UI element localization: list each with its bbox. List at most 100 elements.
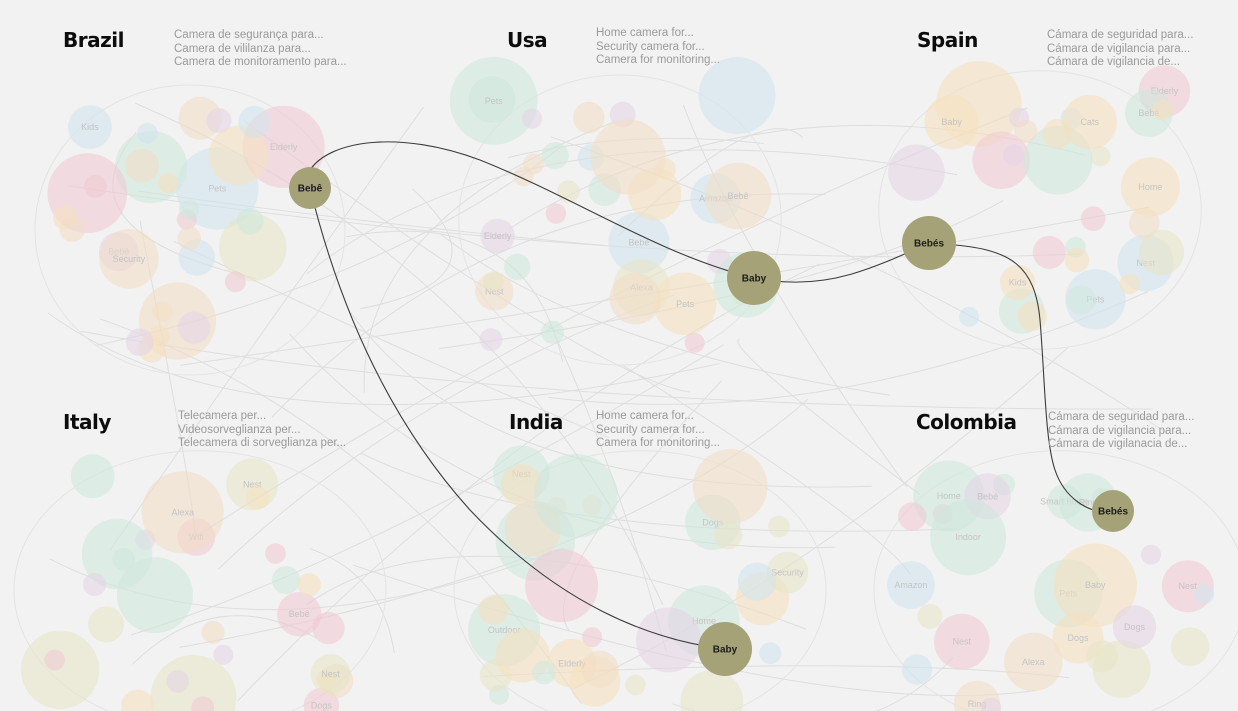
background-bubble bbox=[759, 642, 782, 665]
background-bubble-label: Nest bbox=[321, 669, 340, 679]
background-bubble bbox=[1194, 584, 1215, 605]
node-colombia[interactable]: Bebés bbox=[1092, 490, 1134, 532]
query-item[interactable]: Home camera for... bbox=[596, 410, 694, 422]
highlighted-nodes: Bebê Baby Bebés Baby Bebés bbox=[289, 167, 1134, 676]
query-item[interactable]: Camera de segurança para... bbox=[174, 29, 324, 41]
background-bubble bbox=[684, 332, 705, 353]
background-bubble bbox=[609, 273, 661, 325]
query-item[interactable]: Telecamera per... bbox=[178, 410, 267, 422]
node-circle[interactable] bbox=[289, 167, 331, 209]
background-bubble bbox=[1017, 301, 1047, 332]
background-bubble bbox=[698, 57, 776, 134]
query-item[interactable]: Videosorveglianza per... bbox=[178, 423, 301, 436]
background-link bbox=[244, 120, 691, 393]
background-bubble-label: Alexa bbox=[1022, 657, 1045, 667]
node-circle[interactable] bbox=[902, 216, 956, 270]
node-label: Baby bbox=[742, 274, 767, 285]
background-ring bbox=[878, 70, 1202, 350]
background-bubble bbox=[81, 518, 153, 590]
background-bubble bbox=[766, 551, 809, 594]
query-list: Home camera for... Security camera for..… bbox=[596, 410, 720, 451]
background-bubble bbox=[999, 264, 1036, 301]
background-ring bbox=[453, 450, 827, 711]
node-usa[interactable]: Baby bbox=[727, 251, 781, 305]
background-bubble bbox=[70, 454, 115, 499]
background-bubble-label: Alexa bbox=[171, 507, 194, 517]
background-bubble bbox=[636, 607, 702, 673]
background-bubble bbox=[768, 515, 790, 538]
background-bubble-label: Outdoor bbox=[488, 625, 521, 635]
background-bubble-label: Elderly bbox=[1151, 86, 1179, 96]
background-bubble bbox=[1170, 627, 1210, 666]
query-item[interactable]: Camera for monitoring... bbox=[596, 54, 720, 66]
country-title: Italy bbox=[63, 410, 111, 434]
background-bubble bbox=[271, 566, 301, 595]
node-circle[interactable] bbox=[727, 251, 781, 305]
query-item[interactable]: Cámara de seguridad para... bbox=[1047, 29, 1194, 41]
background-ring bbox=[458, 74, 782, 366]
background-bubble bbox=[99, 228, 159, 289]
background-bubble bbox=[525, 549, 599, 623]
query-item[interactable]: Cámara de vigilancia para... bbox=[1048, 424, 1192, 437]
background-bubble-label: Pets bbox=[676, 299, 695, 309]
country-title: Spain bbox=[917, 28, 978, 52]
query-item[interactable]: Telecamera di sorveglianza per... bbox=[178, 437, 347, 449]
query-item[interactable]: Camera for monitoring... bbox=[596, 437, 720, 449]
node-brazil[interactable]: Bebê bbox=[289, 167, 331, 209]
node-india[interactable]: Baby bbox=[698, 622, 752, 676]
background-bubble bbox=[504, 253, 531, 280]
background-bubble bbox=[1002, 144, 1025, 166]
background-bubble bbox=[714, 521, 743, 550]
background-bubble bbox=[888, 144, 945, 201]
background-bubble-label: Amazon bbox=[894, 580, 927, 590]
background-bubble bbox=[980, 697, 1002, 711]
query-item[interactable]: Camera de vililanza para... bbox=[174, 42, 311, 55]
background-bubble bbox=[125, 148, 160, 183]
background-bubble bbox=[625, 674, 646, 695]
query-item[interactable]: Camera de monitoramento para... bbox=[174, 56, 347, 68]
background-bubble-label: Bebê bbox=[1138, 108, 1159, 118]
query-item[interactable]: Home camera for... bbox=[596, 27, 694, 39]
link-brazil-usa bbox=[309, 141, 755, 279]
query-item[interactable]: Cámara de seguridad para... bbox=[1048, 411, 1195, 423]
background-bubble bbox=[150, 655, 237, 711]
background-bubble bbox=[704, 162, 772, 230]
node-circle[interactable] bbox=[698, 622, 752, 676]
background-bubble-label: Ring bbox=[968, 699, 987, 709]
background-bubble bbox=[692, 449, 768, 524]
background-bubble bbox=[1119, 273, 1140, 295]
background-bubble-label: Home bbox=[692, 616, 716, 626]
background-bubble-label: Security bbox=[113, 254, 146, 264]
background-bubble bbox=[219, 213, 287, 282]
background-bubble-label: Pets bbox=[1086, 294, 1105, 304]
background-bubble bbox=[157, 172, 179, 194]
background-bubble-label: Home bbox=[1138, 182, 1162, 192]
background-bubble-label: Home bbox=[937, 491, 961, 501]
background-bubble bbox=[1090, 145, 1111, 167]
background-bubble bbox=[191, 696, 215, 711]
node-label: Bebés bbox=[914, 239, 944, 250]
query-list: Camera de segurança para... Camera de vi… bbox=[174, 29, 347, 70]
query-item[interactable]: Cámara de vigilancia para... bbox=[1047, 42, 1191, 55]
background-bubble bbox=[1138, 229, 1185, 276]
background-bubble bbox=[541, 142, 569, 170]
background-bubble bbox=[901, 654, 933, 685]
background-bubble bbox=[582, 627, 603, 648]
query-list: Telecamera per... Videosorveglianza per.… bbox=[178, 410, 346, 451]
node-spain[interactable]: Bebés bbox=[902, 216, 956, 270]
background-link bbox=[548, 291, 1149, 405]
background-bubble bbox=[1042, 119, 1073, 149]
background-bubble bbox=[125, 328, 154, 357]
background-bubble-label: Nest bbox=[953, 637, 972, 647]
background-bubble bbox=[1140, 544, 1162, 565]
query-item[interactable]: Security camera for... bbox=[596, 40, 705, 53]
background-bubble bbox=[540, 320, 565, 344]
query-item[interactable]: Cámara de vigilancia de... bbox=[1047, 56, 1180, 68]
background-link bbox=[439, 233, 890, 396]
background-bubble-label: Dogs bbox=[702, 517, 724, 527]
background-bubble bbox=[680, 670, 744, 711]
node-circle[interactable] bbox=[1092, 490, 1134, 532]
query-item[interactable]: Security camera for... bbox=[596, 423, 705, 436]
query-item[interactable]: Cámara de vigilanacia de... bbox=[1048, 438, 1188, 450]
